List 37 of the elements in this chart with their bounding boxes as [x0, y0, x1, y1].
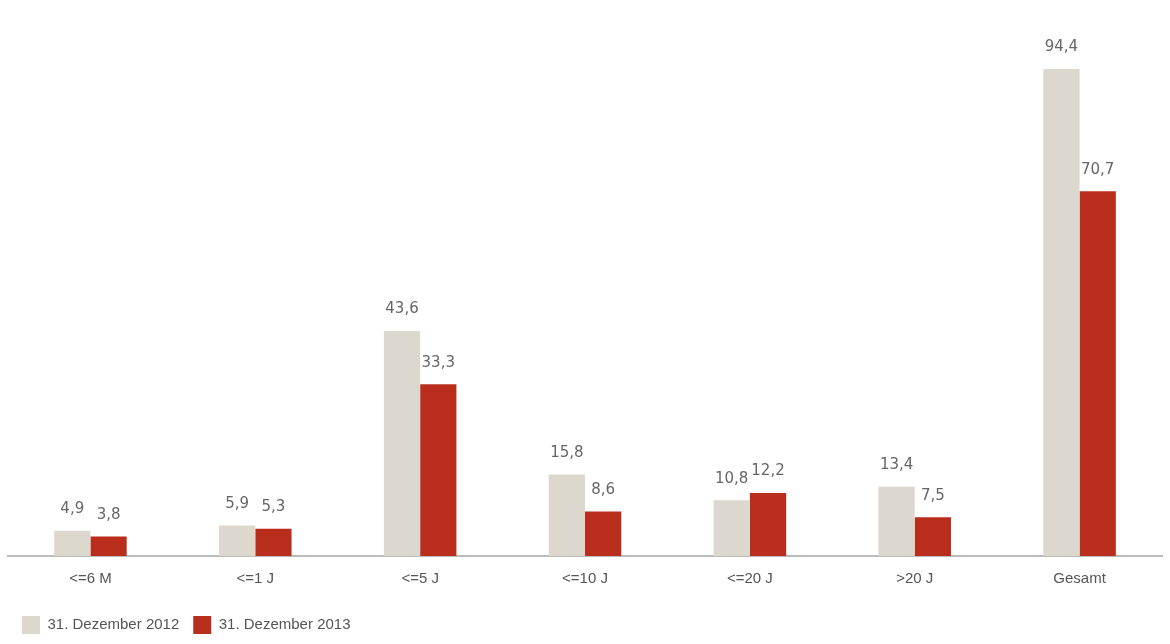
- data-label: 13,4: [879, 455, 914, 474]
- data-label: 5,3: [261, 497, 286, 516]
- bar: [585, 511, 622, 556]
- x-tick-label: <=10 J: [562, 569, 608, 587]
- data-label: 5,9: [225, 493, 250, 512]
- x-tick-label: <=5 J: [401, 569, 439, 587]
- legend-label: 31. Dezember 2013: [218, 615, 351, 633]
- data-label: 10,8: [715, 468, 749, 487]
- data-label: 4,9: [60, 499, 85, 518]
- bar: [878, 486, 915, 556]
- data-label: 33,3: [421, 352, 455, 371]
- data-label: 94,4: [1044, 37, 1079, 56]
- data-label: 43,6: [385, 299, 419, 318]
- bar: [548, 474, 585, 556]
- legend-label: 31. Dezember 2012: [47, 615, 180, 633]
- data-label: 3,8: [96, 504, 121, 523]
- bar: [1079, 191, 1116, 556]
- data-label: 70,7: [1081, 159, 1115, 178]
- data-label: 15,8: [550, 442, 584, 461]
- bar: [383, 331, 421, 556]
- x-tick-label: <=20 J: [726, 569, 773, 587]
- x-tick-label: <=6 M: [69, 569, 112, 587]
- bar: [255, 528, 292, 556]
- bar: [219, 525, 256, 556]
- bar: [749, 493, 787, 556]
- bar: [713, 500, 750, 556]
- x-tick-label: >20 J: [896, 569, 934, 587]
- x-tick-label: <=1 J: [236, 569, 275, 587]
- x-tick-label: Gesamt: [1053, 569, 1107, 587]
- bar: [420, 384, 457, 556]
- data-label: 12,2: [751, 461, 785, 480]
- bar: [90, 536, 127, 556]
- bar: [1043, 68, 1080, 556]
- data-label: 7,5: [920, 485, 945, 504]
- bar: [914, 517, 951, 556]
- data-label: 8,6: [591, 480, 616, 499]
- bar: [54, 530, 91, 556]
